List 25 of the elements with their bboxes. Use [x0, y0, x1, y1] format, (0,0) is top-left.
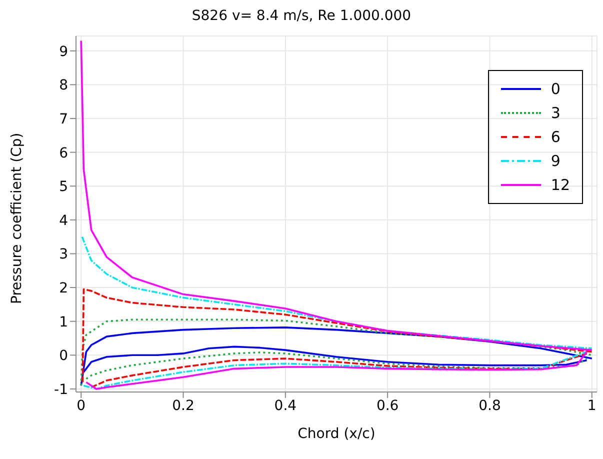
legend-label: 6 — [550, 128, 560, 146]
x-tick-label: 0.4 — [274, 398, 297, 414]
y-tick-label: -1 — [54, 382, 68, 398]
legend-label: 0 — [550, 80, 560, 98]
y-tick-label: 9 — [59, 44, 68, 60]
x-tick-label: 0.8 — [478, 398, 501, 414]
y-tick-label: 1 — [59, 314, 68, 330]
x-axis-title: Chord (x/c) — [298, 426, 376, 442]
x-tick-label: 0.6 — [376, 398, 399, 414]
y-tick-label: 3 — [59, 246, 68, 263]
y-tick-label: 6 — [59, 145, 68, 162]
y-tick-label: 0 — [59, 348, 68, 364]
legend-label: 3 — [550, 104, 560, 122]
x-tick-label: 1 — [587, 398, 596, 414]
x-tick-label: 0 — [76, 398, 86, 414]
y-tick-label: 4 — [59, 212, 68, 229]
legend-label: 9 — [550, 152, 560, 170]
chart-title: S826 v= 8.4 m/s, Re 1.000.000 — [190, 8, 412, 24]
y-tick-label: 2 — [59, 280, 68, 297]
legend-label: 12 — [550, 176, 570, 194]
y-tick-label: 5 — [59, 179, 68, 196]
y-tick-label: 7 — [59, 111, 68, 128]
y-axis-title: Pressure coefficient (Cp) — [8, 132, 25, 304]
y-tick-label: 8 — [59, 78, 68, 94]
x-tick-label: 0.2 — [172, 398, 194, 414]
